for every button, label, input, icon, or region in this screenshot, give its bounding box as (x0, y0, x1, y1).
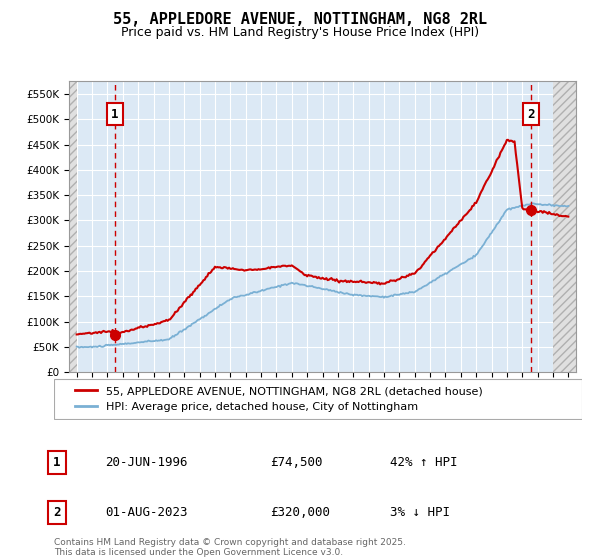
Text: 1: 1 (111, 108, 118, 120)
Text: 55, APPLEDORE AVENUE, NOTTINGHAM, NG8 2RL: 55, APPLEDORE AVENUE, NOTTINGHAM, NG8 2R… (113, 12, 487, 27)
Legend: 55, APPLEDORE AVENUE, NOTTINGHAM, NG8 2RL (detached house), HPI: Average price, : 55, APPLEDORE AVENUE, NOTTINGHAM, NG8 2R… (70, 382, 487, 416)
Text: Price paid vs. HM Land Registry's House Price Index (HPI): Price paid vs. HM Land Registry's House … (121, 26, 479, 39)
Text: 01-AUG-2023: 01-AUG-2023 (105, 506, 187, 519)
Text: 2: 2 (527, 108, 535, 120)
Text: Contains HM Land Registry data © Crown copyright and database right 2025.
This d: Contains HM Land Registry data © Crown c… (54, 538, 406, 557)
Text: 1: 1 (53, 455, 61, 469)
Text: £74,500: £74,500 (270, 455, 323, 469)
Text: 3% ↓ HPI: 3% ↓ HPI (390, 506, 450, 519)
Text: 2: 2 (53, 506, 61, 519)
FancyBboxPatch shape (54, 379, 582, 419)
Text: 42% ↑ HPI: 42% ↑ HPI (390, 455, 458, 469)
Text: £320,000: £320,000 (270, 506, 330, 519)
Text: 20-JUN-1996: 20-JUN-1996 (105, 455, 187, 469)
